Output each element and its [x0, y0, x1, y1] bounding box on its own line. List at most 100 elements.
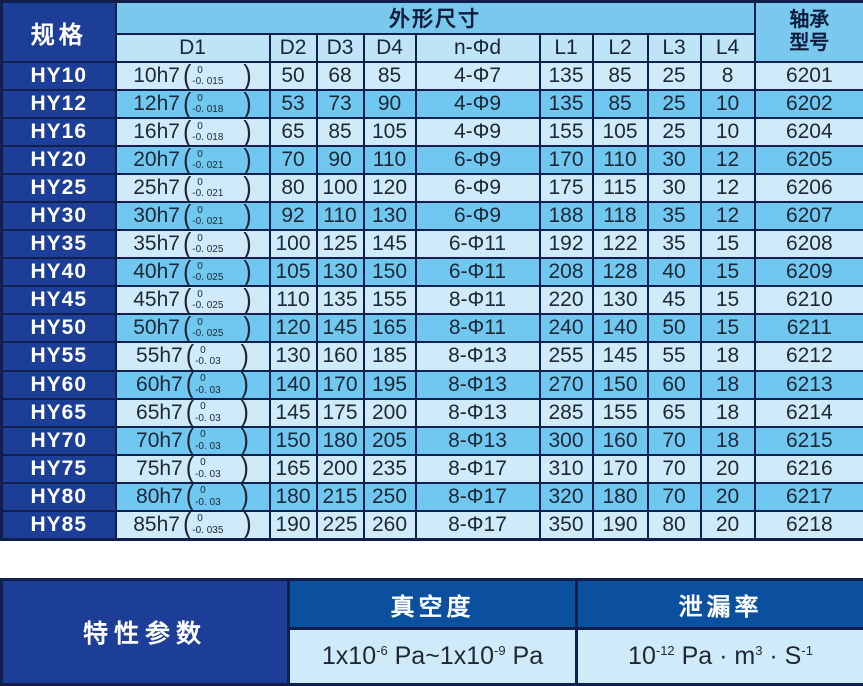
- tolerance-upper: 0: [197, 176, 203, 188]
- table-row: HY85 85h7 ( 0 -0. 035 ) 190 225 260 8-Φ1…: [0, 509, 863, 541]
- l4-cell: 10: [699, 89, 756, 120]
- d1-cell: 85h7 ( 0 -0. 035 ): [114, 509, 271, 541]
- d1-nominal: 12h7: [133, 92, 180, 116]
- d4-cell: 110: [362, 145, 417, 176]
- spec-cell: HY50: [0, 313, 117, 344]
- table-row: HY80 80h7 ( 0 -0. 03 ) 180 215 250 8-Φ17…: [0, 481, 863, 512]
- tolerance-stack: 0 -0. 035: [192, 513, 223, 536]
- tolerance-upper: 0: [197, 64, 203, 76]
- l4-cell: 20: [699, 481, 756, 512]
- l1-cell: 208: [538, 257, 594, 288]
- spec-cell: HY20: [0, 145, 117, 176]
- d4-cell: 130: [362, 201, 417, 232]
- spec-cell: HY55: [0, 341, 117, 372]
- tolerance-open-paren: (: [182, 314, 192, 343]
- d3-cell: 110: [315, 201, 365, 232]
- tolerance-open-paren: (: [182, 286, 192, 315]
- bolt-pattern-cell: 8-Φ11: [414, 285, 541, 316]
- tolerance-close-paren: ): [240, 454, 249, 483]
- bolt-pattern-cell: 4-Φ7: [414, 60, 541, 92]
- tolerance-stack: 0 -0. 018: [192, 121, 223, 144]
- tolerance-close-paren: ): [243, 174, 252, 203]
- l4-cell: 12: [699, 145, 756, 176]
- l1-cell: 310: [538, 453, 594, 484]
- col-header-n-phi-d: n-Φd: [414, 33, 541, 63]
- l4-cell: 15: [699, 313, 756, 344]
- d4-cell: 235: [362, 453, 417, 484]
- d1-cell: 55h7 ( 0 -0. 03 ): [114, 341, 271, 372]
- tolerance-lower: -0. 03: [195, 356, 221, 368]
- tolerance-open-paren: (: [185, 454, 195, 483]
- l2-cell: 85: [591, 60, 649, 92]
- tolerance-upper: 0: [200, 401, 206, 413]
- d4-cell: 120: [362, 173, 417, 204]
- d1-dimension-with-tolerance: 25h7 ( 0 -0. 021 ): [133, 174, 252, 203]
- tolerance-upper: 0: [197, 513, 203, 525]
- bearing-model-cell: 6208: [753, 229, 863, 260]
- col-header-l3: L3: [646, 33, 702, 63]
- d1-dimension-with-tolerance: 50h7 ( 0 -0. 025 ): [133, 314, 252, 343]
- tolerance-lower: -0. 025: [192, 272, 224, 284]
- tolerance-stack: 0 -0. 025: [192, 233, 223, 256]
- d1-nominal: 80h7: [136, 484, 183, 508]
- l1-cell: 350: [538, 509, 594, 541]
- d2-cell: 110: [268, 285, 318, 316]
- l1-cell: 270: [538, 369, 594, 400]
- bolt-pattern-cell: 8-Φ13: [414, 425, 541, 456]
- d2-cell: 53: [268, 89, 318, 120]
- bolt-pattern-cell: 4-Φ9: [414, 89, 541, 120]
- l3-cell: 60: [646, 369, 702, 400]
- table-row: HY55 55h7 ( 0 -0. 03 ) 130 160 185 8-Φ13…: [0, 341, 863, 372]
- d2-cell: 150: [268, 425, 318, 456]
- l2-cell: 122: [591, 229, 649, 260]
- l1-cell: 135: [538, 89, 594, 120]
- tolerance-lower: -0. 03: [195, 468, 221, 480]
- tolerance-upper: 0: [200, 344, 206, 356]
- bearing-model-cell: 6209: [753, 257, 863, 288]
- d3-cell: 215: [315, 481, 365, 512]
- d3-cell: 130: [315, 257, 365, 288]
- dimension-spec-table: 规格 外形尺寸 轴承 型号 D1 D2 D3 D4 n-Φd L1 L2 L3 …: [0, 0, 863, 541]
- l3-cell: 55: [646, 341, 702, 372]
- spec-column-header: 规格: [0, 0, 117, 63]
- d3-cell: 170: [315, 369, 365, 400]
- d1-nominal: 16h7: [133, 120, 180, 144]
- l1-cell: 240: [538, 313, 594, 344]
- l3-cell: 30: [646, 145, 702, 176]
- tolerance-close-paren: ): [240, 426, 249, 455]
- tolerance-upper: 0: [200, 429, 206, 441]
- l3-cell: 25: [646, 89, 702, 120]
- table-row: HY75 75h7 ( 0 -0. 03 ) 165 200 235 8-Φ17…: [0, 453, 863, 484]
- col-header-l1: L1: [538, 33, 594, 63]
- tolerance-stack: 0 -0. 015: [192, 65, 223, 88]
- spec-cell: HY10: [0, 60, 117, 92]
- d3-cell: 73: [315, 89, 365, 120]
- vacuum-degree-value: 1x10-6 Pa~1x10-9 Pa: [287, 627, 578, 686]
- d1-cell: 65h7 ( 0 -0. 03 ): [114, 397, 271, 428]
- tolerance-upper: 0: [197, 288, 203, 300]
- table-row: HY40 40h7 ( 0 -0. 025 ) 105 130 150 6-Φ1…: [0, 257, 863, 288]
- d4-cell: 90: [362, 89, 417, 120]
- bolt-pattern-cell: 8-Φ13: [414, 397, 541, 428]
- d1-cell: 20h7 ( 0 -0. 021 ): [114, 145, 271, 176]
- d3-cell: 145: [315, 313, 365, 344]
- d4-cell: 250: [362, 481, 417, 512]
- l4-cell: 18: [699, 369, 756, 400]
- tolerance-open-paren: (: [182, 258, 192, 287]
- d4-cell: 200: [362, 397, 417, 428]
- l4-cell: 8: [699, 60, 756, 92]
- tolerance-open-paren: (: [182, 202, 192, 231]
- bearing-model-cell: 6202: [753, 89, 863, 120]
- d2-cell: 165: [268, 453, 318, 484]
- d1-dimension-with-tolerance: 40h7 ( 0 -0. 025 ): [133, 258, 252, 287]
- d4-cell: 145: [362, 229, 417, 260]
- d1-nominal: 30h7: [133, 204, 180, 228]
- d1-cell: 30h7 ( 0 -0. 021 ): [114, 201, 271, 232]
- tolerance-upper: 0: [197, 232, 203, 244]
- spec-cell: HY75: [0, 453, 117, 484]
- l2-cell: 180: [591, 481, 649, 512]
- l3-cell: 70: [646, 481, 702, 512]
- d3-cell: 175: [315, 397, 365, 428]
- bearing-model-cell: 6205: [753, 145, 863, 176]
- l2-cell: 130: [591, 285, 649, 316]
